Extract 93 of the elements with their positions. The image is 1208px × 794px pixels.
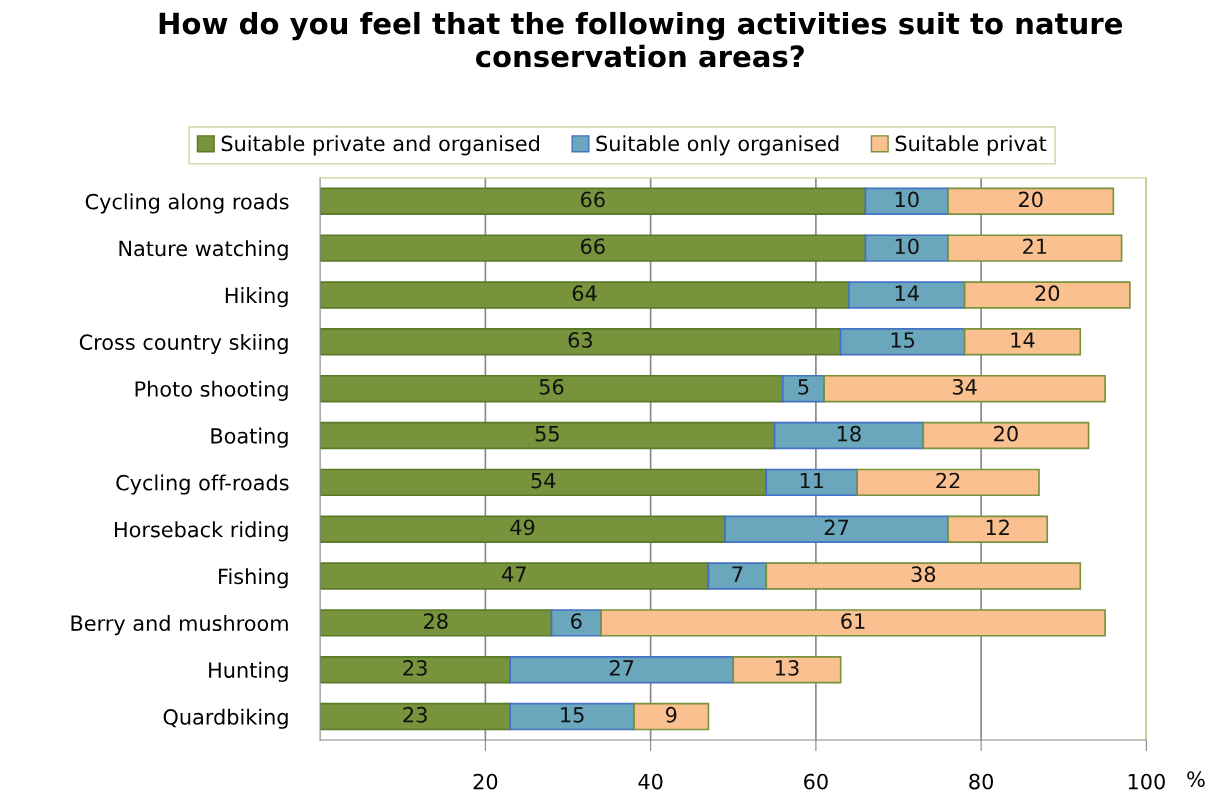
- bar: [320, 562, 710, 590]
- bar: [765, 562, 1082, 590]
- bar: [856, 468, 1040, 497]
- bar: [320, 609, 553, 637]
- x-tick-label: 60: [804, 773, 828, 790]
- data-label: 9: [665, 706, 677, 723]
- bar: [707, 562, 768, 590]
- y-tick-label: Horseback riding: [115, 521, 288, 542]
- bar: [765, 468, 859, 497]
- bar: [320, 281, 850, 309]
- y-tick-label: Berry and mushroom: [71, 614, 288, 636]
- x-axis-title: %: [1187, 771, 1205, 788]
- y-tick-label: Cycling along roads: [85, 193, 289, 214]
- data-label: 21: [1023, 238, 1047, 254]
- y-tick-label: Hunting: [209, 661, 288, 682]
- y-tick-label: Boating: [211, 427, 288, 448]
- data-label: 61: [841, 613, 865, 629]
- data-label: 14: [1011, 332, 1035, 348]
- data-label: 23: [403, 706, 427, 723]
- data-label: 66: [580, 238, 605, 255]
- y-tick-label: Quardbiking: [163, 708, 288, 729]
- bar: [320, 234, 867, 262]
- data-label: 13: [776, 660, 799, 676]
- legend-label: Suitable only organised: [596, 135, 839, 156]
- data-label: 6: [571, 613, 582, 629]
- bar: [963, 281, 1131, 309]
- bar: [732, 656, 842, 684]
- data-label: 56: [539, 378, 564, 395]
- data-label: 28: [424, 613, 448, 629]
- data-label: 66: [580, 191, 605, 208]
- bar: [947, 187, 1115, 215]
- bar: [773, 421, 925, 450]
- data-label: 15: [561, 707, 584, 723]
- x-tick-label: 40: [638, 773, 663, 790]
- bar: [509, 656, 735, 684]
- bar: [600, 609, 1106, 637]
- data-label: 18: [837, 425, 861, 442]
- bar: [947, 515, 1049, 543]
- y-tick-label: Nature watching: [119, 240, 288, 261]
- bar: [320, 515, 726, 543]
- data-label: 38: [911, 566, 936, 583]
- data-label: 55: [535, 426, 559, 442]
- bar: [839, 328, 966, 356]
- bar: [550, 609, 602, 637]
- chart-title: How do you feel that the following activities suit to nature conservation areas?: [159, 11, 1123, 68]
- data-label: 27: [824, 519, 849, 535]
- data-label: 10: [895, 238, 919, 255]
- y-tick-label: Cross country skiing: [79, 333, 288, 355]
- bar: [509, 702, 635, 731]
- x-tick-label: 100: [1128, 773, 1165, 790]
- data-label: 11: [800, 472, 824, 489]
- bar: [864, 234, 949, 262]
- data-label: 20: [1018, 191, 1043, 208]
- data-label: 7: [732, 566, 743, 582]
- bar: [864, 187, 949, 215]
- bar: [320, 702, 511, 731]
- bar: [320, 468, 768, 497]
- data-label: 54: [531, 472, 556, 489]
- data-label: 34: [952, 378, 977, 395]
- bar: [947, 234, 1123, 262]
- y-tick-label: Cycling off-roads: [116, 474, 289, 495]
- bar: [633, 702, 710, 731]
- bar: [320, 187, 867, 215]
- bar: [724, 515, 949, 543]
- data-label: 23: [403, 660, 427, 676]
- bar: [320, 374, 784, 403]
- legend-label: Suitable private and organised: [221, 135, 539, 156]
- data-label: 20: [994, 425, 1018, 442]
- legend-label: Suitable privat: [895, 135, 1047, 156]
- data-label: 49: [510, 519, 535, 536]
- data-label: 12: [986, 519, 1009, 535]
- data-label: 22: [936, 472, 960, 489]
- data-label: 20: [1035, 285, 1060, 302]
- data-label: 5: [798, 379, 809, 395]
- bar: [922, 421, 1090, 450]
- data-label: 63: [568, 332, 592, 348]
- data-label: 10: [895, 191, 919, 208]
- x-tick-label: 80: [969, 773, 994, 790]
- data-label: 64: [572, 285, 597, 302]
- bar: [823, 374, 1106, 403]
- data-label: 47: [502, 566, 526, 582]
- y-tick-label: Fishing: [219, 568, 288, 589]
- y-tick-label: Photo shooting: [135, 380, 288, 401]
- data-label: 14: [895, 285, 919, 301]
- bar: [320, 656, 511, 684]
- bar: [963, 328, 1082, 356]
- bar: [320, 421, 776, 450]
- data-label: 15: [891, 332, 915, 348]
- bar: [320, 328, 842, 356]
- data-label: 27: [609, 660, 634, 676]
- y-tick-label: Hiking: [225, 287, 288, 308]
- bar: [848, 281, 966, 309]
- x-tick-label: 20: [473, 773, 498, 790]
